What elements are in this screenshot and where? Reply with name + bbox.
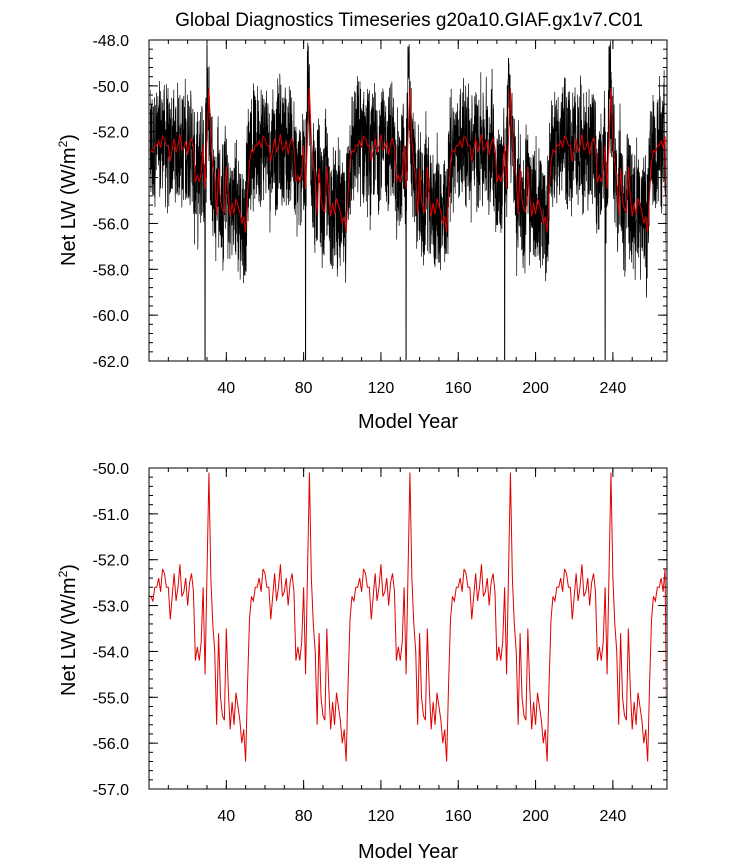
bot-ytick-label: -54.0: [93, 644, 130, 661]
bottom-x-tick-labels: 40 80 120 160 200 240: [217, 808, 626, 825]
top-ytick-label: -56.0: [93, 216, 130, 233]
bot-ytick-label: -56.0: [93, 736, 130, 753]
bot-ytick-label: -57.0: [93, 782, 130, 799]
top-xtick-label: 240: [600, 380, 627, 397]
bot-xtick-label: 240: [600, 808, 627, 825]
bottom-axis-ticks: [149, 467, 667, 790]
top-ytick-label: -48.0: [93, 33, 130, 50]
top-x-tick-labels: 40 80 120 160 200 240: [217, 380, 626, 397]
top-y-axis-label-sup: 2: [56, 140, 70, 147]
top-ytick-label: -62.0: [93, 354, 130, 371]
bot-xtick-label: 160: [445, 808, 472, 825]
bot-ytick-label: -50.0: [93, 461, 130, 478]
bottom-plot-frame: [148, 467, 668, 790]
top-plot-frame: [148, 39, 668, 362]
bot-ytick-label: -55.0: [93, 690, 130, 707]
bot-xtick-label: 40: [217, 808, 235, 825]
top-ytick-label: -58.0: [93, 262, 130, 279]
top-y-tick-labels: -62.0 -60.0 -58.0 -56.0 -54.0 -52.0 -50.0 -48.0: [93, 33, 130, 371]
top-xtick-label: 120: [368, 380, 395, 397]
bottom-panel: -57.0 -56.0 -55.0 -54.0 -53.0 -52.0 -51.0 -50.0…: [56, 461, 668, 863]
bot-xtick-label: 120: [368, 808, 395, 825]
top-series-monthly: [150, 41, 666, 360]
bot-ytick-label: -53.0: [93, 599, 130, 616]
top-x-axis-label: Model Year: [358, 411, 458, 433]
bottom-y-axis-label: Net LW (W/m2): [56, 564, 80, 696]
top-ytick-label: -52.0: [93, 125, 130, 142]
top-y-axis-label: Net LW (W/m2): [56, 134, 80, 266]
bottom-y-axis-label-main: Net LW (W/m: [58, 577, 80, 696]
bottom-y-axis-label-sup: 2: [56, 570, 70, 577]
top-series-annual: [150, 88, 666, 233]
top-panel: -62.0 -60.0 -58.0 -56.0 -54.0 -52.0 -50.0 -48.0…: [56, 33, 668, 433]
top-axis-ticks: [149, 39, 667, 362]
top-y-axis-label-close: ): [58, 134, 80, 141]
bottom-y-axis-label-close: ): [58, 564, 80, 571]
top-ytick-label: -60.0: [93, 308, 130, 325]
top-xtick-label: 40: [217, 380, 235, 397]
top-y-axis-label-main: Net LW (W/m: [58, 147, 80, 266]
bot-ytick-label: -51.0: [93, 507, 130, 524]
top-ytick-label: -50.0: [93, 79, 130, 96]
figure-title: Global Diagnostics Timeseries g20a10.GIA…: [175, 10, 643, 31]
top-xtick-label: 80: [295, 380, 313, 397]
bot-xtick-label: 200: [522, 808, 549, 825]
bot-ytick-label: -52.0: [93, 553, 130, 570]
top-xtick-label: 160: [445, 380, 472, 397]
bottom-y-tick-labels: -57.0 -56.0 -55.0 -54.0 -53.0 -52.0 -51.0 -50.0: [93, 461, 130, 799]
bot-xtick-label: 80: [295, 808, 313, 825]
top-xtick-label: 200: [522, 380, 549, 397]
bottom-series-annual: [150, 472, 666, 762]
bottom-x-axis-label: Model Year: [358, 841, 458, 863]
top-ytick-label: -54.0: [93, 171, 130, 188]
